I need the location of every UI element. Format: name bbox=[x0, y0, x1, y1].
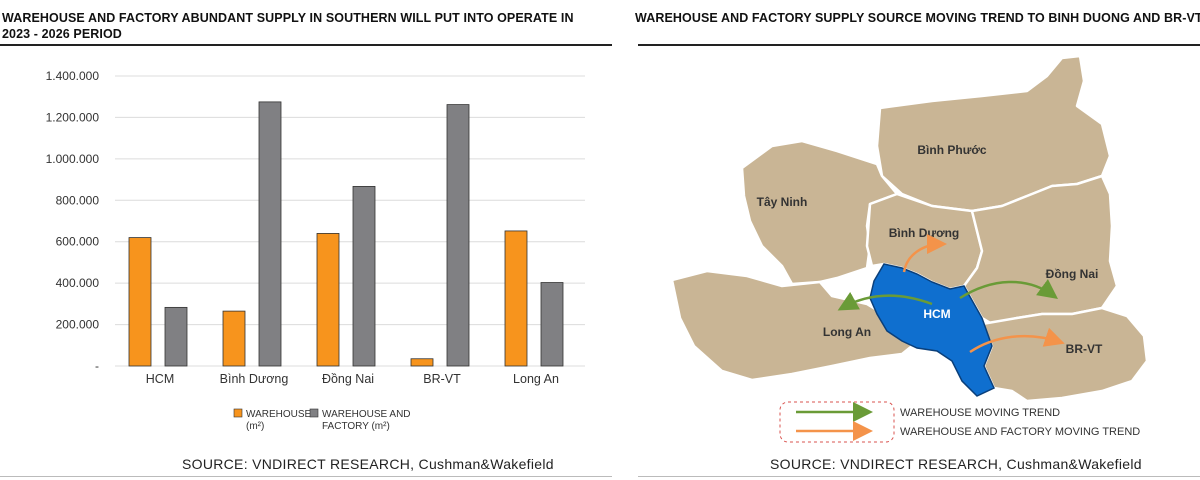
title-rule bbox=[638, 44, 1200, 46]
label-hcm: HCM bbox=[923, 307, 950, 321]
bar-warehouse bbox=[316, 233, 340, 367]
legend-swatch bbox=[309, 408, 319, 418]
legend-label: WAREHOUSE AND bbox=[322, 409, 411, 420]
region-map: Bình Phước Tây Ninh Bình Dương Đồng Nai … bbox=[670, 54, 1149, 443]
map-source: SOURCE: VNDIRECT RESEARCH, Cushman&Wakef… bbox=[770, 456, 1142, 472]
bar-warehouse-factory bbox=[258, 101, 282, 367]
arrow-hcm-to-long-an bbox=[837, 291, 933, 311]
bar-warehouse bbox=[504, 230, 528, 367]
x-tick-label: Bình Dương bbox=[220, 372, 289, 386]
x-tick-label: BR-VT bbox=[423, 372, 461, 386]
arrow-hcm-to-binh-duong bbox=[902, 234, 947, 273]
bar-warehouse-factory bbox=[446, 104, 470, 367]
x-tick-label: Đồng Nai bbox=[322, 372, 374, 386]
y-tick-label: - bbox=[95, 359, 99, 373]
map-title: WAREHOUSE AND FACTORY SUPPLY SOURCE MOVI… bbox=[635, 11, 1200, 25]
y-tick-label: 400.000 bbox=[56, 276, 100, 290]
bar-warehouse-factory bbox=[352, 186, 376, 367]
y-tick-label: 200.000 bbox=[56, 318, 100, 332]
label-binh-duong: Bình Dương bbox=[889, 226, 960, 240]
title-rule bbox=[0, 44, 612, 46]
legend-label-warehouse-trend: WAREHOUSE MOVING TREND bbox=[900, 407, 1060, 419]
legend-label: WAREHOUSE bbox=[246, 409, 312, 420]
label-binh-phuoc: Bình Phước bbox=[917, 143, 987, 157]
y-tick-label: 800.000 bbox=[56, 193, 100, 207]
chart-title: WAREHOUSE AND FACTORY ABUNDANT SUPPLY IN… bbox=[2, 11, 574, 41]
bar-warehouse bbox=[128, 237, 152, 367]
map-legend-box bbox=[779, 401, 895, 443]
bar-warehouse bbox=[410, 358, 434, 367]
legend-label: (m²) bbox=[246, 421, 264, 432]
arrow-hcm-to-br-vt bbox=[969, 327, 1065, 354]
bar-warehouse-factory bbox=[540, 282, 564, 367]
y-tick-label: 600.000 bbox=[56, 235, 100, 249]
map-panel: WAREHOUSE AND FACTORY SUPPLY SOURCE MOVI… bbox=[632, 0, 1200, 480]
x-tick-label: Long An bbox=[513, 372, 559, 386]
bar-warehouse-factory bbox=[164, 306, 188, 367]
legend-label: FACTORY (m²) bbox=[322, 421, 390, 432]
label-br-vt: BR-VT bbox=[1066, 342, 1103, 356]
chart-source: SOURCE: VNDIRECT RESEARCH, Cushman&Wakef… bbox=[182, 456, 554, 472]
label-dong-nai: Đồng Nai bbox=[1046, 267, 1099, 281]
y-tick-label: 1.200.000 bbox=[46, 110, 100, 124]
x-tick-label: HCM bbox=[146, 372, 174, 386]
legend-label-factory-trend: WAREHOUSE AND FACTORY MOVING TREND bbox=[900, 426, 1140, 438]
bottom-rule bbox=[638, 476, 1200, 477]
y-tick-label: 1.400.000 bbox=[46, 69, 100, 83]
bar-warehouse bbox=[222, 310, 246, 367]
arrow-hcm-to-dong-nai bbox=[959, 279, 1059, 300]
region-br-vt bbox=[980, 306, 1149, 403]
label-tay-ninh: Tây Ninh bbox=[757, 195, 808, 209]
legend-swatch bbox=[233, 408, 243, 418]
bar-chart: - 200.000 400.000 600.000 800.000 1.000.000 1.… bbox=[46, 69, 585, 432]
chart-panel: WAREHOUSE AND FACTORY ABUNDANT SUPPLY IN… bbox=[0, 11, 612, 477]
y-tick-label: 1.000.000 bbox=[46, 152, 100, 166]
bottom-rule bbox=[0, 476, 612, 477]
label-long-an: Long An bbox=[823, 325, 871, 339]
